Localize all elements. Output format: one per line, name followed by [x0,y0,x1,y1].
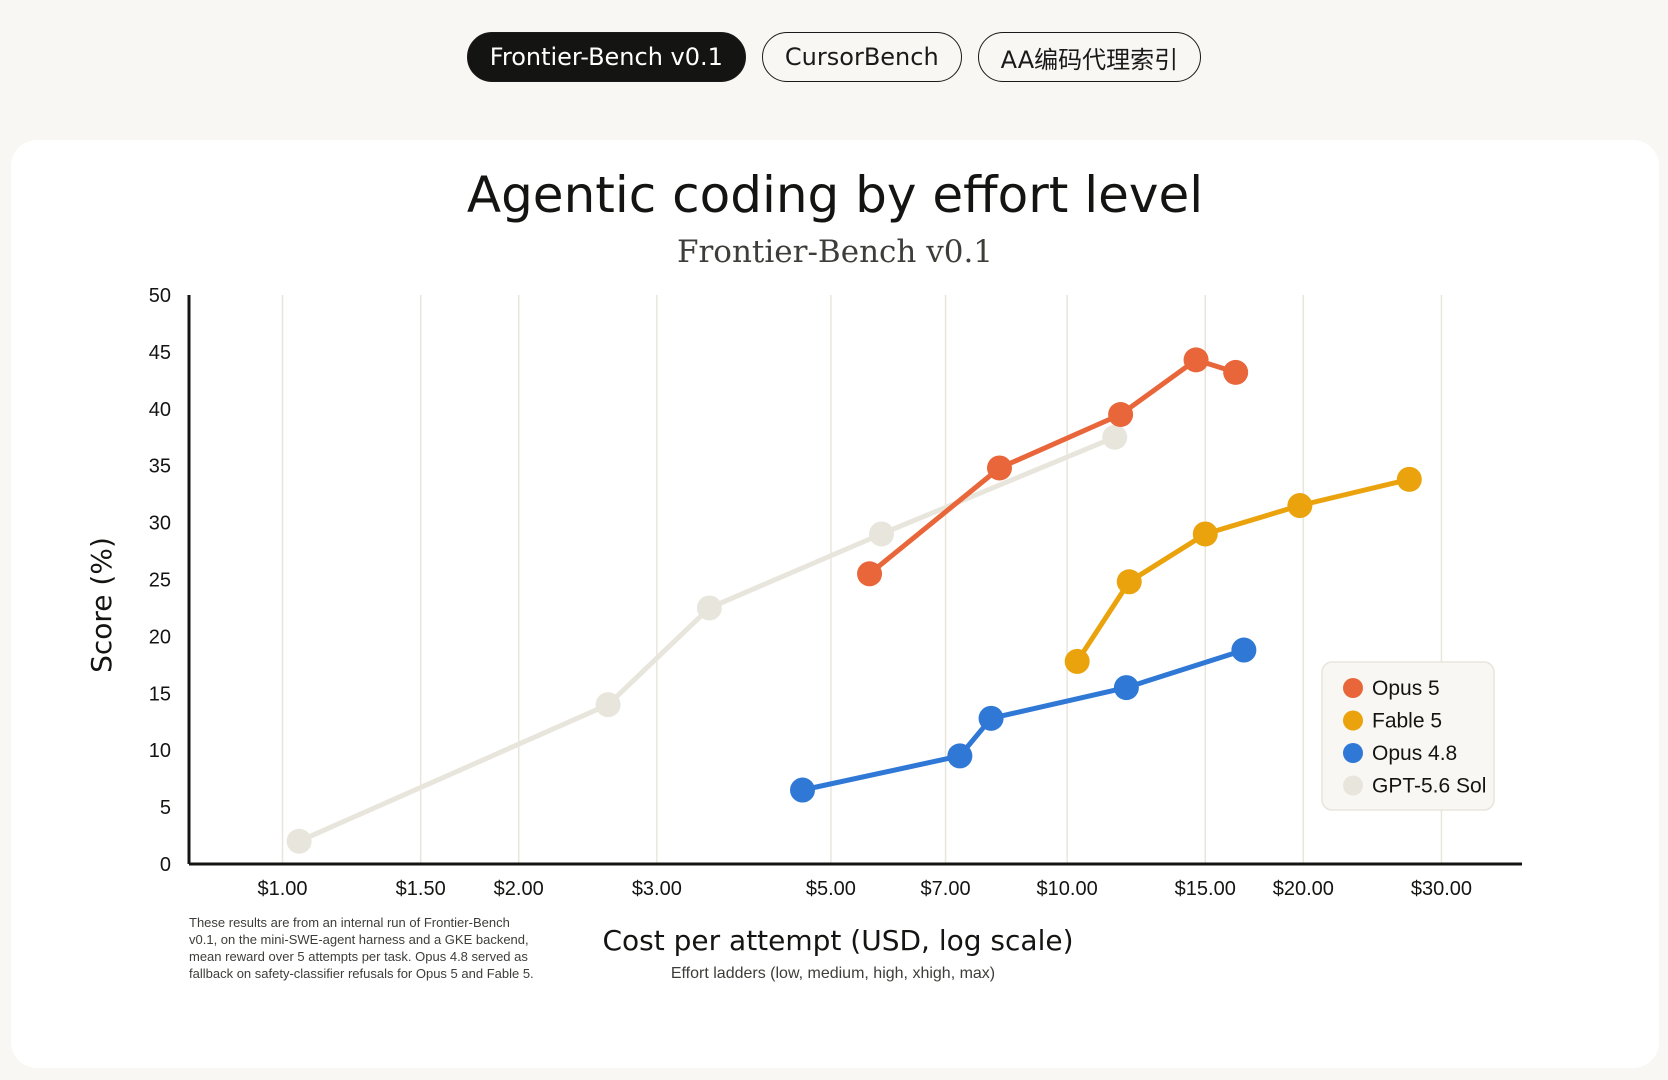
data-point [1064,648,1090,674]
y-tick-label: 40 [149,399,171,421]
footnote-line: v0.1, on the mini-SWE-agent harness and … [189,932,529,947]
x-tick-label: $30.00 [1411,878,1472,900]
y-tick-label: 50 [149,285,171,307]
footnote-line: These results are from an internal run o… [189,915,510,930]
legend-box [1321,661,1495,811]
y-tick-label: 20 [149,626,171,648]
data-point [986,455,1012,481]
chart-svg: Agentic coding by effort level Frontier-… [85,166,1522,982]
benchmark-tabs: Frontier-Bench v0.1 CursorBench AA编码代理索引 [0,32,1668,82]
legend-item: Fable 5 [1343,710,1442,733]
data-point [1231,637,1257,663]
legend-swatch [1343,743,1363,763]
legend-swatch [1343,678,1363,698]
x-tick-label: $2.00 [494,878,544,900]
x-tick-label: $1.50 [396,878,446,900]
legend-item: Opus 4.8 [1343,742,1457,765]
series-fable-5 [1064,466,1422,674]
data-point [1287,493,1313,519]
data-point [1108,401,1134,427]
x-tick-label: $7.00 [921,878,971,900]
x-tick-label: $3.00 [632,878,682,900]
series-opus-4-8 [790,637,1257,803]
y-tick-label: 30 [149,513,171,535]
y-tick-labels: 0 5 10 15 20 25 30 35 40 45 50 [149,285,171,876]
data-point [857,561,883,587]
y-axis-label: Score (%) [85,537,118,673]
x-tick-label: $20.00 [1273,878,1334,900]
legend-label: Fable 5 [1372,710,1442,733]
series-line [867,357,1239,577]
series-line [800,647,1247,793]
tab-cursorbench[interactable]: CursorBench [761,32,962,82]
y-tick-label: 0 [160,854,171,876]
legend-item: Opus 5 [1343,677,1440,700]
y-tick-label: 15 [149,683,171,705]
x-tick-label: $5.00 [806,878,856,900]
chart-title: Agentic coding by effort level [467,166,1203,224]
y-tick-label: 35 [149,456,171,478]
tab-aa-coding-agent-index[interactable]: AA编码代理索引 [977,32,1202,82]
legend-item: GPT-5.6 Sol [1343,775,1486,798]
footnote-line: fallback on safety-classifier refusals f… [189,966,534,981]
series-layer [286,347,1422,854]
tab-frontier-bench[interactable]: Frontier-Bench v0.1 [466,32,746,82]
data-point [286,828,312,854]
series-gpt-5-6-sol [286,424,1128,854]
x-tick-label: $1.00 [257,878,307,900]
axes [187,295,1522,866]
y-tick-label: 5 [160,797,171,819]
legend-label: Opus 5 [1372,677,1440,700]
x-tick-label: $10.00 [1037,878,1098,900]
data-point [1192,521,1218,547]
chart-subtitle: Frontier-Bench v0.1 [677,234,993,270]
legend-swatch [1343,775,1363,796]
footnote-line: mean reward over 5 attempts per task. Op… [189,949,528,964]
x-axis-label: Cost per attempt (USD, log scale) [602,924,1073,957]
x-tick-label: $15.00 [1175,878,1236,900]
data-point [978,705,1004,731]
data-point [868,521,894,547]
data-point [1116,569,1142,595]
y-tick-label: 45 [149,342,171,364]
legend-label: Opus 4.8 [1372,742,1457,765]
legend-label: GPT-5.6 Sol [1372,775,1486,798]
y-tick-label: 10 [149,740,171,762]
legend-swatch [1343,710,1363,731]
data-point [947,743,973,769]
legend: Opus 5 Fable 5 Opus 4.8 GPT-5.6 Sol [1321,661,1495,811]
series-line [296,434,1118,844]
data-point [1102,424,1128,450]
data-point [696,595,722,621]
data-point [1223,359,1249,385]
data-point [1113,675,1139,701]
data-point [790,777,816,803]
footnote: These results are from an internal run o… [189,915,534,981]
data-point [1183,347,1209,373]
data-point [595,692,621,718]
series-opus-5 [857,347,1249,587]
x-axis-caption: Effort ladders (low, medium, high, xhigh… [671,965,995,982]
x-tick-labels: $1.00 $1.50 $2.00 $3.00 $5.00 $7.00 $10.00 $15.… [257,878,1472,900]
chart-card: Agentic coding by effort level Frontier-… [11,140,1659,1068]
y-tick-label: 25 [149,570,171,592]
data-point [1396,466,1422,492]
